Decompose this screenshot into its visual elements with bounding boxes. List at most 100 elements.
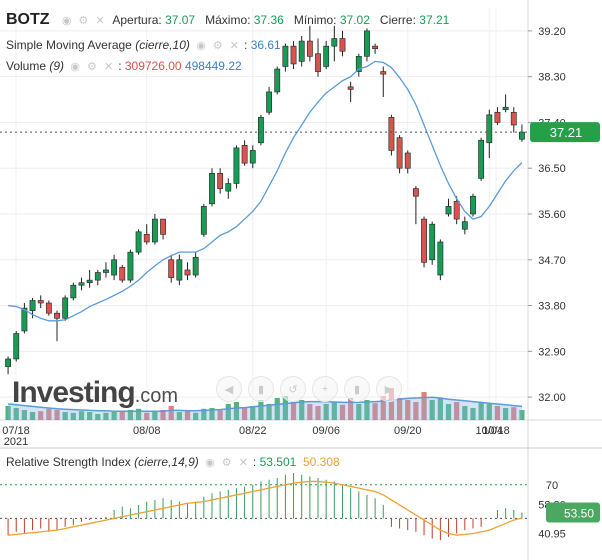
candle-body [168, 259, 175, 278]
time-tick-label: 08/22 [239, 425, 267, 437]
candle [494, 107, 501, 125]
volume-bar [54, 410, 60, 420]
candle-body [94, 272, 101, 281]
candle-body [37, 300, 44, 304]
volume-bar [339, 404, 346, 420]
open-value: 37.07 [165, 13, 196, 27]
candle-body [494, 111, 501, 123]
time-tick-label: 10/18 [482, 425, 510, 437]
candle-body [225, 183, 232, 192]
candle-body [412, 188, 419, 197]
price-tick-label: 35.60 [538, 209, 566, 221]
volume-bar [241, 408, 248, 420]
volume-bar [372, 403, 378, 420]
candle-body [519, 131, 525, 140]
volume-bar [454, 402, 460, 420]
price-axis: 32.0032.9033.8034.7035.6036.5037.4038.30… [528, 26, 566, 404]
sma-legend: Simple Moving Average (cierre,10) ◉ ⚙ ✕:… [6, 38, 281, 52]
candle [258, 114, 264, 146]
candle-body [200, 206, 207, 235]
time-tick-label: 09/20 [394, 425, 422, 437]
rsi-legend: Relative Strength Index (cierre,14,9) ◉ … [6, 455, 340, 469]
close-label: Cierre: [379, 13, 416, 27]
candle [306, 25, 313, 62]
candle [21, 303, 28, 334]
price-legend: BOTZ ◉ ⚙ ✕ Apertura: 37.07 Máximo: 37.36… [6, 12, 449, 29]
candle [323, 41, 330, 70]
candle [470, 193, 476, 217]
volume-bar [282, 396, 289, 420]
candle [135, 229, 142, 255]
time-tick-label: 07/18 [2, 425, 30, 437]
candle [331, 25, 338, 62]
investing-logo: Investing.com [12, 376, 178, 410]
volume-bar [364, 400, 370, 420]
candle-body [388, 117, 395, 151]
sma-polyline [7, 60, 523, 322]
candle [274, 66, 281, 95]
candle [404, 150, 411, 174]
candle [478, 137, 485, 181]
price-tick-label: 32.90 [538, 346, 566, 358]
candle [168, 254, 175, 283]
candle-body [429, 223, 436, 261]
visibility-icon[interactable]: ◉ ⚙ ✕ [61, 15, 107, 27]
fit-icon[interactable]: ▮ [344, 376, 370, 402]
volume-avg-value: 498449.22 [184, 59, 242, 73]
rsi-tick-label: 70 [546, 480, 558, 492]
candle-body [192, 256, 199, 276]
candle-body [86, 279, 93, 283]
volume-average-line [8, 396, 522, 412]
candle-body [478, 139, 485, 179]
volume-bar [348, 398, 354, 420]
candle-body [461, 221, 468, 230]
volume-bar [421, 392, 427, 420]
volume-settings-icon[interactable]: ◉ ⚙ ✕ [70, 61, 116, 73]
volume-bar [470, 408, 476, 420]
volume-bar [62, 412, 68, 420]
volume-bar [119, 411, 125, 420]
close-value: 37.21 [419, 13, 450, 27]
volume-bar [135, 408, 142, 420]
scroll-right-icon[interactable]: ▶ [376, 376, 402, 402]
candle [225, 178, 232, 199]
candle-body [258, 117, 264, 144]
candle-body [355, 56, 362, 72]
rsi-signal-polyline [8, 480, 523, 536]
volume-bar [46, 408, 52, 420]
candle-body [396, 137, 403, 169]
candle [429, 221, 436, 265]
sma-settings-icon[interactable]: ◉ ⚙ ✕ [196, 40, 242, 52]
scroll-left-icon[interactable]: ◀ [216, 376, 242, 402]
volume-bar [258, 400, 264, 420]
candle [445, 198, 452, 217]
rsi-settings-icon[interactable]: ◉ ⚙ ✕ [205, 457, 250, 469]
volume-bar [478, 402, 484, 420]
rsi-last-tag [546, 502, 600, 523]
zoom-out-icon[interactable]: ▮ [248, 376, 274, 402]
volume-bar [233, 402, 240, 420]
volume-params: (9) [49, 59, 65, 73]
zoom-in-icon[interactable]: + [312, 376, 338, 402]
candle [510, 107, 517, 133]
rsi-signal-value: 50.308 [302, 455, 340, 469]
candle-body [151, 218, 158, 243]
candle [78, 277, 85, 291]
volume-bars [5, 388, 525, 420]
candle [355, 53, 362, 77]
candle [200, 203, 207, 237]
candle-body [421, 218, 427, 263]
volume-bar [78, 411, 85, 420]
candle [437, 239, 444, 281]
volume-bar [502, 408, 509, 420]
zoom-reset-icon[interactable]: ↺ [280, 376, 306, 402]
candle [249, 145, 256, 169]
volume-bar [217, 410, 223, 420]
candle [421, 216, 427, 268]
rsi-last-tag-value: 53.50 [564, 507, 594, 521]
rsi-signal-line [8, 480, 523, 536]
candle [86, 269, 93, 288]
volume-bar [266, 404, 272, 420]
volume-bar [413, 402, 419, 420]
